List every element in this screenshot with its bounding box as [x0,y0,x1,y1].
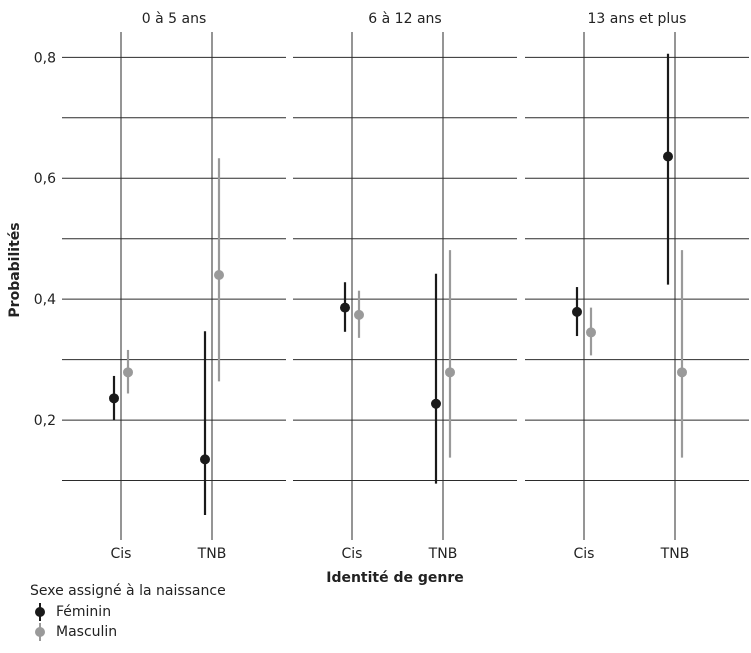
chart-marks [109,53,687,516]
legend-key-masculin [30,622,50,642]
point-feminin [572,306,582,317]
point-feminin [109,393,119,404]
point-feminin [431,398,441,409]
point-masculin [445,367,455,378]
legend: Sexe assigné à la naissance Féminin Masc… [30,583,226,642]
y-tick-label: 0,8 [34,50,56,66]
x-tick-label-cis: Cis [574,546,595,562]
legend-label-feminin: Féminin [56,604,112,620]
x-tick-label-tnb: TNB [660,546,690,562]
point-feminin [200,454,210,465]
legend-item-masculin: Masculin [30,622,226,642]
point-masculin [214,269,224,280]
point-masculin [586,327,596,338]
facet-title-6-a-12-ans: 6 à 12 ans [368,11,441,27]
y-axis: 0,2 0,4 0,6 0,8 [34,50,56,429]
legend-title: Sexe assigné à la naissance [30,583,226,599]
y-tick-label: 0,2 [34,413,56,429]
x-tick-label-tnb: TNB [197,546,227,562]
point-feminin [663,151,673,162]
x-axis-title: Identité de genre [326,570,464,586]
point-feminin [340,302,350,313]
legend-key-feminin [30,602,50,622]
y-tick-label: 0,6 [34,171,56,187]
y-axis-title: Probabilités [7,222,23,317]
facet-title-13-ans-et-plus: 13 ans et plus [588,11,687,27]
point-masculin [677,367,687,378]
legend-item-feminin: Féminin [30,602,226,622]
point-masculin [123,367,133,378]
legend-label-masculin: Masculin [56,624,118,640]
point-masculin [354,309,364,320]
facet-title-0-a-5-ans: 0 à 5 ans [142,11,207,27]
x-tick-label-cis: Cis [342,546,363,562]
facet-panels: 0 à 5 ans Cis TNB 6 à 12 ans Cis TNB 13 ans et… [62,11,749,562]
x-tick-label-cis: Cis [111,546,132,562]
y-tick-label: 0,4 [34,292,56,308]
x-tick-label-tnb: TNB [428,546,458,562]
